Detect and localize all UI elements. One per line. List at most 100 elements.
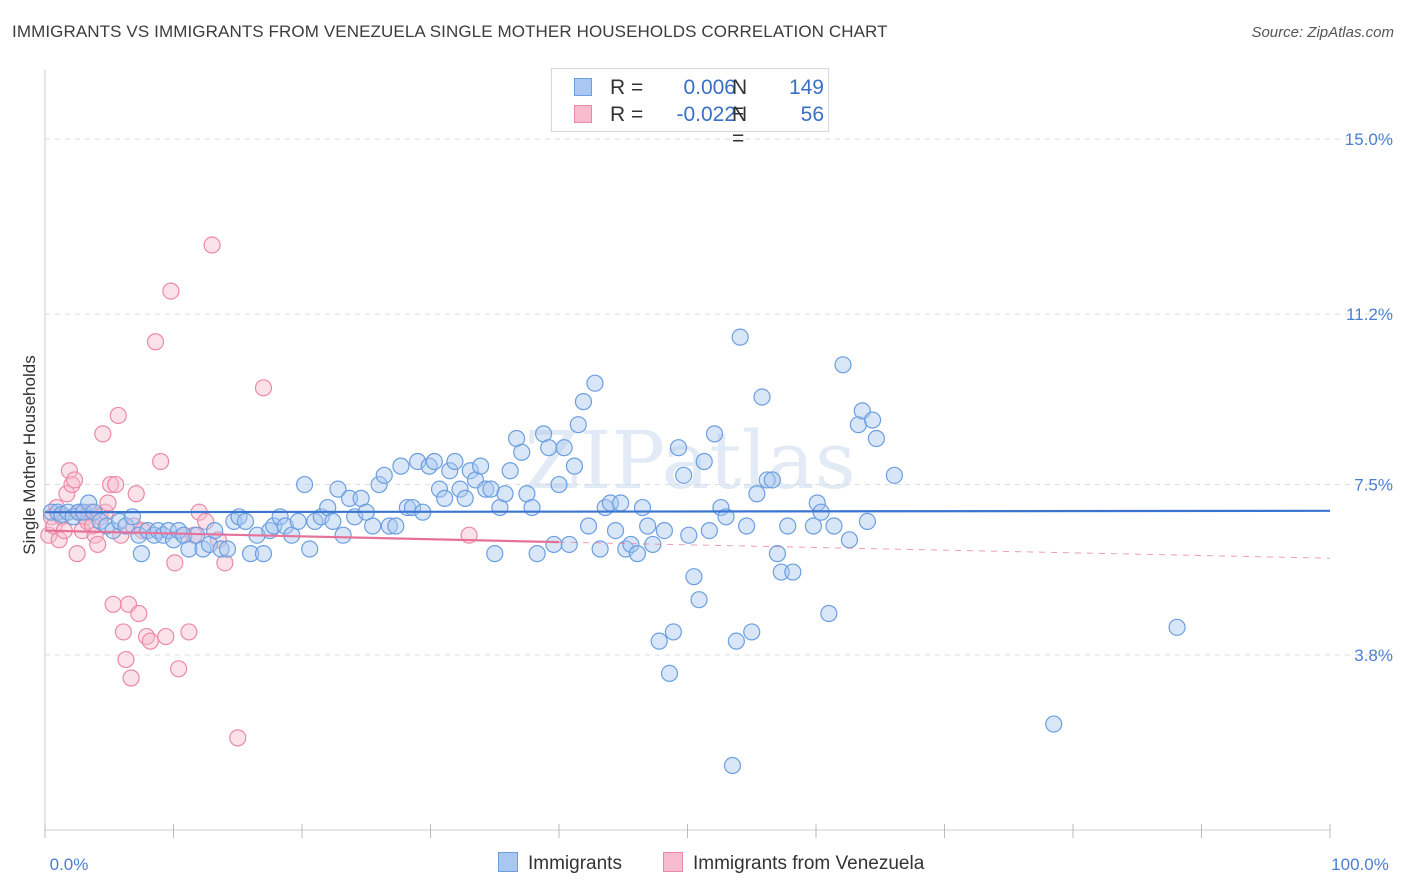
data-point-immigrants	[738, 517, 756, 535]
series-legend: Immigrants Immigrants from Venezuela	[0, 852, 1406, 878]
data-point-immigrants	[885, 466, 903, 484]
data-point-immigrants	[540, 439, 558, 457]
data-point-venezuela	[180, 623, 198, 641]
data-point-immigrants	[695, 452, 713, 471]
data-point-immigrants	[276, 517, 294, 535]
data-point-immigrants	[446, 452, 464, 471]
data-point-venezuela	[152, 452, 170, 471]
data-point-immigrants	[212, 540, 230, 558]
data-point-immigrants	[731, 328, 749, 346]
data-point-immigrants	[496, 485, 514, 503]
data-point-immigrants	[154, 526, 172, 544]
data-point-immigrants	[104, 522, 122, 540]
legend-swatch-immigrants	[498, 852, 518, 872]
legend-item-immigrants[interactable]: Immigrants	[498, 852, 622, 875]
data-point-immigrants	[550, 475, 568, 494]
data-point-immigrants	[523, 498, 541, 517]
data-point-immigrants	[867, 429, 885, 448]
legend-item-venezuela[interactable]: Immigrants from Venezuela	[663, 852, 924, 875]
data-point-immigrants	[727, 632, 745, 650]
data-point-venezuela	[109, 406, 127, 425]
data-point-immigrants	[723, 756, 742, 775]
y-tick-labels: 3.8% 7.5% 11.2% 15.0%	[1345, 130, 1393, 665]
data-point-immigrants	[324, 512, 342, 530]
data-point-venezuela	[65, 471, 84, 489]
data-point-immigrants	[560, 535, 578, 554]
data-point-immigrants	[779, 517, 797, 535]
data-point-immigrants	[164, 531, 183, 549]
data-point-immigrants	[717, 508, 735, 526]
data-point-immigrants	[236, 512, 255, 530]
y-tick-label: 11.2%	[1346, 305, 1393, 324]
legend-n-value: 149	[788, 76, 824, 99]
data-point-immigrants	[569, 416, 587, 434]
legend-n-label: N =	[732, 76, 748, 123]
data-point-immigrants	[758, 471, 776, 489]
legend-swatch-venezuela	[574, 105, 592, 123]
data-point-immigrants	[430, 480, 449, 498]
data-point-immigrants	[863, 411, 882, 429]
legend-swatch-immigrants	[574, 78, 592, 96]
data-point-immigrants	[612, 494, 630, 512]
data-point-immigrants	[660, 664, 679, 682]
data-point-immigrants	[364, 517, 382, 535]
data-point-immigrants	[705, 425, 724, 443]
data-point-venezuela	[60, 462, 79, 480]
data-point-venezuela	[130, 604, 148, 623]
legend-n-value: 56	[800, 103, 824, 126]
data-point-immigrants	[763, 471, 781, 489]
data-point-venezuela	[216, 554, 234, 572]
data-point-immigrants	[675, 466, 693, 484]
data-point-venezuela	[63, 475, 81, 494]
data-point-venezuela	[166, 554, 184, 572]
data-point-venezuela	[89, 535, 107, 554]
data-point-immigrants	[655, 522, 673, 540]
y-tick-label: 7.5%	[1354, 476, 1393, 495]
data-point-venezuela	[229, 729, 247, 747]
data-point-immigrants	[633, 498, 652, 517]
data-point-immigrants	[528, 545, 546, 563]
series-immigrants-points	[42, 328, 1186, 775]
data-point-venezuela	[94, 425, 112, 443]
data-point-immigrants	[375, 466, 393, 484]
data-point-immigrants	[639, 517, 657, 535]
y-tick-label: 3.8%	[1354, 646, 1393, 665]
data-point-immigrants	[329, 480, 347, 498]
data-point-immigrants	[743, 623, 761, 641]
axes	[44, 70, 1331, 838]
data-point-immigrants	[370, 475, 388, 494]
data-point-immigrants	[254, 545, 273, 563]
data-point-venezuela	[157, 627, 175, 646]
data-point-venezuela	[127, 485, 145, 503]
data-point-immigrants	[804, 517, 823, 535]
data-point-immigrants	[387, 517, 405, 535]
data-point-immigrants	[456, 489, 474, 507]
data-point-immigrants	[451, 480, 469, 498]
data-point-venezuela	[122, 669, 140, 687]
data-point-immigrants	[477, 480, 495, 498]
data-point-immigrants	[334, 526, 352, 544]
data-point-immigrants	[242, 545, 260, 563]
data-point-venezuela	[58, 485, 76, 503]
data-point-immigrants	[295, 475, 314, 494]
data-point-immigrants	[784, 563, 802, 581]
data-point-immigrants	[425, 452, 443, 471]
trend-line-venezuela	[44, 529, 560, 544]
legend-swatch-venezuela	[663, 852, 683, 872]
data-point-immigrants	[180, 540, 198, 558]
x-tick-label: 100.0%	[1331, 855, 1389, 874]
data-point-venezuela	[141, 632, 159, 650]
data-point-immigrants	[472, 457, 490, 475]
legend-r-label: R =	[610, 76, 644, 99]
data-point-immigrants	[441, 462, 459, 480]
data-point-immigrants	[840, 531, 859, 549]
data-point-immigrants	[117, 517, 135, 535]
data-point-immigrants	[1045, 715, 1063, 733]
data-point-immigrants	[606, 522, 625, 540]
data-point-venezuela	[107, 475, 125, 494]
x-tick-label: 0.0%	[50, 855, 89, 874]
data-point-venezuela	[254, 379, 273, 397]
data-point-immigrants	[834, 356, 852, 374]
data-point-immigrants	[80, 494, 98, 512]
